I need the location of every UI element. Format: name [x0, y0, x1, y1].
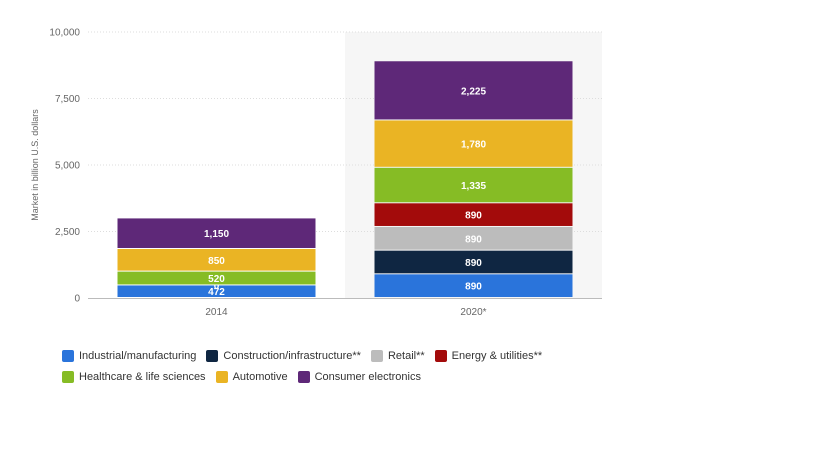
legend-label: Construction/infrastructure**	[223, 349, 361, 362]
legend-item[interactable]: Retail**	[370, 348, 425, 363]
y-tick-label: 5,000	[55, 161, 80, 172]
legend-item[interactable]: Consumer electronics	[297, 369, 421, 384]
data-label: 520	[208, 274, 225, 285]
legend-label: Consumer electronics	[314, 370, 421, 383]
data-label: 1,335	[461, 181, 486, 192]
bar-segment	[374, 120, 573, 167]
legend-swatch	[297, 370, 310, 383]
data-label: 890	[465, 258, 482, 269]
data-label: 890	[465, 234, 482, 245]
x-tick-label: 2020*	[460, 307, 486, 318]
legend-swatch	[370, 349, 383, 362]
data-label: 1,780	[461, 140, 486, 151]
legend-label: Healthcare & life sciences	[79, 370, 206, 383]
legend-item[interactable]: Healthcare & life sciences	[62, 369, 206, 384]
legend-label: Energy & utilities**	[451, 349, 543, 362]
bar-segment	[374, 250, 573, 274]
axes: 0 2,500 5,000 7,500 10,000 2014 2020*	[49, 28, 602, 318]
legend-label: Retail**	[387, 349, 425, 362]
bar-segment	[117, 249, 316, 271]
data-label: 1,150	[204, 229, 229, 240]
legend-swatch	[62, 370, 74, 383]
data-label: 0	[214, 281, 220, 292]
bar-segment	[117, 271, 316, 285]
bar-segment	[374, 274, 573, 297]
bar-segment	[374, 61, 573, 120]
data-label: 472	[208, 287, 225, 298]
bar-segment	[117, 285, 316, 297]
data-label: 890	[465, 211, 482, 222]
legend-item[interactable]: Automotive	[215, 369, 288, 384]
legend-item[interactable]: Industrial/manufacturing	[62, 348, 196, 363]
legend-item[interactable]: Energy & utilities**	[434, 348, 543, 363]
legend-swatch	[206, 349, 219, 362]
y-tick-label: 0	[74, 294, 80, 305]
data-label: 2,225	[461, 86, 486, 97]
y-tick-label: 2,500	[55, 227, 80, 238]
bar-segment	[117, 218, 316, 249]
legend-swatch	[62, 349, 74, 362]
legend-label: Automotive	[232, 370, 288, 383]
data-label: 850	[208, 256, 225, 267]
y-axis-title: Market in billion U.S. dollars	[30, 109, 40, 221]
x-tick-label: 2014	[205, 307, 228, 318]
y-tick-label: 10,000	[49, 28, 80, 39]
data-label: 890	[465, 282, 482, 293]
y-tick-label: 7,500	[55, 94, 80, 105]
legend: Industrial/manufacturing Construction/inf…	[62, 348, 622, 384]
bar-segment	[374, 167, 573, 203]
bar-segment	[374, 203, 573, 226]
legend-swatch	[434, 349, 447, 362]
legend-item[interactable]: Construction/infrastructure**	[206, 348, 361, 363]
legend-swatch	[215, 370, 228, 383]
bar-segment	[374, 226, 573, 250]
legend-label: Industrial/manufacturing	[79, 349, 197, 362]
